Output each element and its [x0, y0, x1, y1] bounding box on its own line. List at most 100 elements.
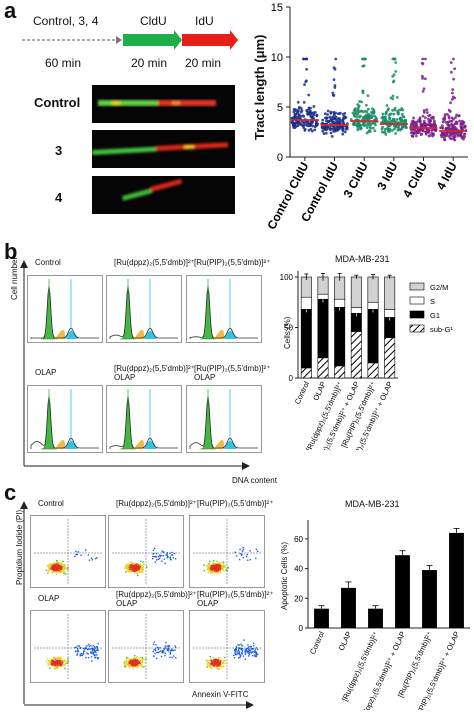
flow-event: [59, 661, 61, 664]
flow-event: [136, 565, 139, 567]
tract-point: [334, 57, 338, 61]
flow-event: [52, 657, 55, 659]
flow-event: [56, 661, 59, 664]
flow-event: [51, 658, 53, 661]
s-phase-fill: [55, 439, 65, 449]
flow-event: [234, 653, 237, 655]
cc-bar-segment: [334, 365, 346, 379]
tract-point: [422, 110, 426, 114]
tract-point: [366, 94, 370, 98]
flow-event: [210, 571, 212, 573]
tract-point: [297, 121, 301, 124]
tract-point: [332, 117, 335, 121]
flow-event: [166, 554, 168, 557]
flow-event: [79, 654, 81, 656]
flow-event: [135, 564, 138, 567]
flow-event: [58, 565, 61, 567]
flow-event: [51, 570, 53, 572]
flow-event: [152, 549, 155, 552]
cell-number-axis: [20, 260, 28, 466]
flow-event: [55, 662, 57, 664]
flow-event: [213, 560, 215, 562]
tract-point: [353, 109, 357, 112]
tract-point: [420, 128, 423, 132]
flow-event: [248, 655, 250, 657]
tract-point: [381, 125, 384, 129]
flow-event: [251, 647, 254, 650]
tract-point: [387, 120, 391, 124]
tract-point: [359, 123, 363, 127]
flow-event: [233, 648, 236, 651]
flow-event: [138, 659, 141, 662]
flow-event: [130, 659, 132, 662]
flow-event: [132, 658, 135, 660]
flow-event: [128, 662, 130, 665]
flow-event: [233, 657, 236, 659]
flow-event: [131, 663, 134, 665]
flow-event: [166, 645, 168, 647]
flow-event: [238, 653, 240, 655]
flow-event: [57, 659, 59, 661]
tract-point: [306, 124, 310, 127]
flow-event: [54, 565, 56, 568]
histogram-title: OLAP: [194, 373, 216, 382]
flow-event: [215, 566, 217, 569]
flow-event: [93, 651, 96, 653]
flow-event: [135, 662, 137, 665]
flow-event: [49, 563, 51, 566]
flow-event: [128, 567, 130, 569]
flow-event: [250, 652, 252, 654]
tract-point: [341, 132, 345, 136]
flow-event: [132, 659, 134, 662]
flow-event: [76, 653, 79, 655]
tract-point: [332, 66, 336, 70]
flow-event: [141, 656, 143, 659]
flow-event: [234, 650, 236, 652]
histogram-frame: [106, 275, 182, 343]
tract-point: [432, 119, 436, 123]
flow-event: [136, 656, 138, 659]
flow-event: [162, 554, 164, 557]
flow-event: [212, 565, 214, 567]
panel-c-letter: c: [4, 480, 17, 505]
flow-event: [89, 648, 91, 650]
flow-event: [56, 666, 58, 668]
tract-point: [313, 111, 317, 114]
flow-event: [211, 661, 214, 663]
flow-event: [165, 554, 167, 556]
flow-event: [210, 668, 213, 670]
dna-histogram: [27, 275, 103, 343]
flow-event: [132, 666, 135, 668]
flow-plot-title: OLAP: [116, 599, 138, 608]
flow-event: [218, 668, 220, 670]
flow-event: [169, 651, 172, 653]
flow-event: [254, 648, 257, 651]
flow-event: [160, 655, 163, 658]
flow-event: [209, 664, 211, 667]
flow-event: [56, 568, 58, 570]
flow-event: [211, 662, 214, 664]
flow-event: [60, 568, 63, 570]
tract-point: [414, 121, 418, 125]
flow-event: [55, 568, 57, 571]
flow-event: [131, 563, 133, 566]
tract-point: [441, 120, 445, 124]
flow-event: [128, 659, 130, 662]
flow-event: [138, 565, 140, 567]
flow-event: [210, 666, 212, 668]
tract-point: [391, 94, 395, 98]
flow-event: [170, 558, 172, 561]
flow-event: [216, 570, 219, 572]
tract-point: [362, 64, 366, 68]
flow-event: [53, 570, 55, 573]
flow-event: [124, 565, 127, 567]
tract-point: [394, 70, 398, 73]
fiber-image-control: [92, 85, 235, 123]
dna-histogram: [186, 385, 262, 453]
flow-event: [131, 665, 133, 667]
cc-ytick-label: 100: [280, 273, 294, 282]
tract-point: [459, 125, 463, 129]
tract-point: [380, 116, 384, 120]
dna-curve: [109, 285, 178, 339]
fiber-label-3: 3: [55, 143, 63, 158]
